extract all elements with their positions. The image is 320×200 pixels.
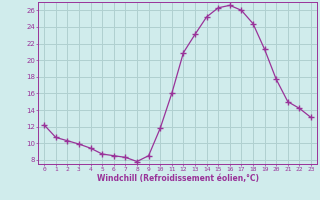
X-axis label: Windchill (Refroidissement éolien,°C): Windchill (Refroidissement éolien,°C)	[97, 174, 259, 183]
